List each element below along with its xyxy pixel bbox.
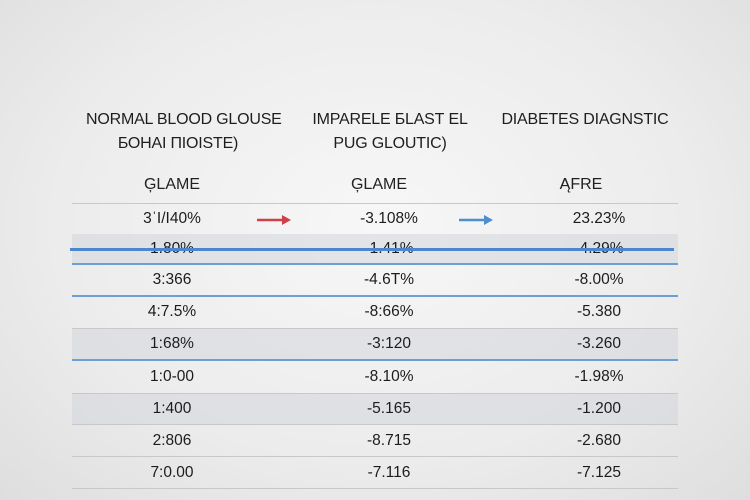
table-row: 4:7.5% -8:66% -5.380 bbox=[72, 297, 678, 327]
cell-normal: 3:366 bbox=[152, 271, 192, 288]
cell-impaired: -8.10% bbox=[364, 368, 414, 385]
cell-diabetes: -1.200 bbox=[577, 400, 621, 417]
subheader-col1: ĢLAME bbox=[143, 176, 200, 193]
cell-impaired: -5.165 bbox=[367, 400, 411, 417]
cell-normal: 1:68% bbox=[150, 335, 194, 352]
column-header-normal: NORMAL BLOOD GLOUSE БОНАІ ПІОІSТЕ) bbox=[86, 108, 282, 156]
cell-normal: 1:0-00 bbox=[150, 368, 194, 385]
cell-impaired: -8.715 bbox=[367, 432, 411, 449]
row-rule bbox=[72, 456, 678, 457]
table-row: 2:806 -8.715 -2.680 bbox=[72, 426, 678, 456]
table-row: 3ˈI/Ι40% -3.108% 23.23% bbox=[72, 204, 678, 234]
column-header-normal-line1: NORMAL BLOOD GLOUSE bbox=[86, 111, 282, 128]
row-rule bbox=[72, 393, 678, 394]
column-header-impaired-line1: IMPARELE БLASТ ЕL bbox=[312, 111, 468, 128]
cell-impaired: -8:66% bbox=[364, 303, 414, 320]
cell-diabetes: 23.23% bbox=[572, 210, 626, 227]
cell-diabetes: -5.380 bbox=[577, 303, 621, 320]
cell-diabetes: -1.98% bbox=[574, 368, 624, 385]
table-top-rule bbox=[72, 203, 678, 204]
column-header-normal-line2: БОНАІ ПІОІSТЕ) bbox=[117, 135, 239, 152]
subheader-col2: ĢLAME bbox=[350, 176, 407, 193]
row-rule bbox=[72, 263, 678, 265]
row-rule bbox=[72, 424, 678, 425]
row-rule bbox=[72, 328, 678, 329]
table-row: 3:366 -4.6T% -8.00% bbox=[72, 265, 678, 295]
cell-diabetes: -3.260 bbox=[577, 335, 621, 352]
column-header-diabetes: DIABETES DIAGNSTIC bbox=[500, 108, 670, 132]
cell-normal: 2:806 bbox=[152, 432, 192, 449]
cell-impaired: -3.108% bbox=[360, 210, 418, 227]
table-row: 1:400 -5.165 -1.200 bbox=[72, 394, 678, 424]
subheader-col3: ĄFRE bbox=[559, 176, 603, 193]
table-row: 7:0.00 -7.116 -7.125 bbox=[72, 458, 678, 488]
cell-impaired: -3:120 bbox=[367, 335, 411, 352]
cell-diabetes: -7.125 bbox=[577, 464, 621, 481]
row-rule bbox=[72, 359, 678, 361]
right-arrow-icon bbox=[257, 215, 291, 225]
table-row: 1:68% -3:120 -3.260 bbox=[72, 329, 678, 359]
column-header-diabetes-line1: DIABETES DIAGNSTIC bbox=[501, 111, 669, 128]
column-header-impaired: IMPARELE БLASТ ЕL PUG GLOUTIC) bbox=[300, 108, 480, 156]
table-row: 1:0-00 -8.10% -1.98% bbox=[72, 362, 678, 392]
column-header-impaired-line2: PUG GLOUTIC) bbox=[333, 135, 447, 152]
row-rule bbox=[72, 295, 678, 297]
cell-impaired: -7.116 bbox=[367, 464, 411, 481]
table-bottom-rule bbox=[72, 488, 678, 489]
cell-diabetes: -8.00% bbox=[574, 271, 624, 288]
right-arrow-icon bbox=[459, 215, 493, 225]
cell-normal: 3ˈI/Ι40% bbox=[143, 210, 201, 227]
cell-diabetes: -2.680 bbox=[577, 432, 621, 449]
cell-normal: 1:400 bbox=[152, 400, 192, 417]
cell-impaired: -4.6T% bbox=[364, 271, 414, 288]
cell-normal: 7:0.00 bbox=[150, 464, 194, 481]
cell-normal: 4:7.5% bbox=[147, 303, 197, 320]
highlight-rule bbox=[70, 248, 674, 251]
